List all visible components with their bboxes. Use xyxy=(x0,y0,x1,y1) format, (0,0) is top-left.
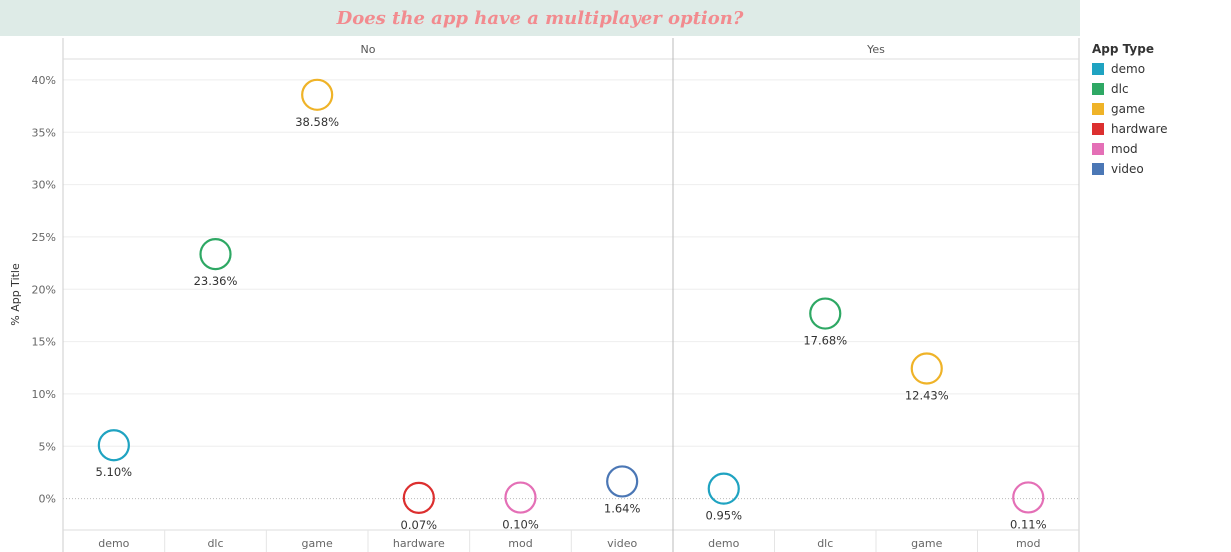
data-label: 5.10% xyxy=(96,465,133,479)
legend-label-demo: demo xyxy=(1111,62,1146,76)
legend-swatch-dlc xyxy=(1092,83,1104,95)
legend-label-dlc: dlc xyxy=(1111,82,1129,96)
y-tick-label: 30% xyxy=(32,179,56,192)
legend-title: App Type xyxy=(1092,42,1154,56)
x-tick-label: game xyxy=(302,537,333,550)
legend-swatch-mod xyxy=(1092,143,1104,155)
data-label: 12.43% xyxy=(905,388,949,402)
point-no-hardware xyxy=(402,481,435,514)
y-tick-label: 15% xyxy=(32,336,56,349)
legend-item-hardware[interactable]: hardware xyxy=(1092,119,1168,139)
legend-label-video: video xyxy=(1111,162,1144,176)
y-tick-label: 5% xyxy=(39,440,56,453)
data-label: 0.07% xyxy=(401,518,438,532)
data-label: 0.95% xyxy=(705,509,742,523)
legend-swatch-game xyxy=(1092,103,1104,115)
point-yes-demo xyxy=(707,472,740,505)
data-label: 17.68% xyxy=(803,334,847,348)
x-tick-label: hardware xyxy=(393,537,445,550)
legend-swatch-video xyxy=(1092,163,1104,175)
title-bar: Does the app have a multiplayer option? xyxy=(0,0,1080,36)
data-label: 0.11% xyxy=(1010,517,1047,531)
chart-area: 0% 5% 10% 15% 20% 25% 30% 35% 40% % App Title No 5.… xyxy=(9,38,1080,552)
legend-swatch-demo xyxy=(1092,63,1104,75)
point-yes-mod xyxy=(1012,481,1045,514)
x-tick-label: mod xyxy=(508,537,532,550)
y-tick-label: 0% xyxy=(39,493,56,506)
legend-label-hardware: hardware xyxy=(1111,122,1168,136)
x-tick-label: demo xyxy=(708,537,739,550)
x-tick-label: video xyxy=(607,537,637,550)
point-yes-game xyxy=(910,352,943,385)
data-label: 38.58% xyxy=(295,115,339,129)
y-tick-label: 25% xyxy=(32,231,56,244)
panel-header-no: No xyxy=(361,43,376,56)
y-tick-label: 35% xyxy=(32,126,56,139)
x-tick-label: demo xyxy=(98,537,129,550)
legend-item-dlc[interactable]: dlc xyxy=(1092,79,1168,99)
legend: App Type demo dlc game hardware mod video xyxy=(1092,42,1168,179)
panel-header-yes: Yes xyxy=(866,43,885,56)
legend-item-mod[interactable]: mod xyxy=(1092,139,1168,159)
x-tick-label: dlc xyxy=(207,537,223,550)
point-no-demo xyxy=(97,429,130,462)
x-tick-label: mod xyxy=(1016,537,1040,550)
y-tick-label: 10% xyxy=(32,388,56,401)
point-no-mod xyxy=(504,481,537,514)
point-yes-dlc xyxy=(809,297,842,330)
chart-title: Does the app have a multiplayer option? xyxy=(336,7,744,29)
data-label: 0.10% xyxy=(502,518,539,532)
data-label: 23.36% xyxy=(194,274,238,288)
y-tick-label: 20% xyxy=(32,283,56,296)
point-no-dlc xyxy=(199,237,232,271)
y-axis-title: % App Title xyxy=(9,263,22,326)
point-no-video xyxy=(606,465,639,498)
legend-label-mod: mod xyxy=(1111,142,1138,156)
data-label: 1.64% xyxy=(604,501,641,515)
x-tick-label: game xyxy=(911,537,942,550)
x-tick-label: dlc xyxy=(817,537,833,550)
point-no-game xyxy=(301,78,334,111)
legend-item-game[interactable]: game xyxy=(1092,99,1168,119)
legend-label-game: game xyxy=(1111,102,1146,116)
legend-swatch-hardware xyxy=(1092,123,1104,135)
y-tick-label: 40% xyxy=(32,74,56,87)
legend-item-demo[interactable]: demo xyxy=(1092,59,1168,79)
legend-item-video[interactable]: video xyxy=(1092,159,1168,179)
